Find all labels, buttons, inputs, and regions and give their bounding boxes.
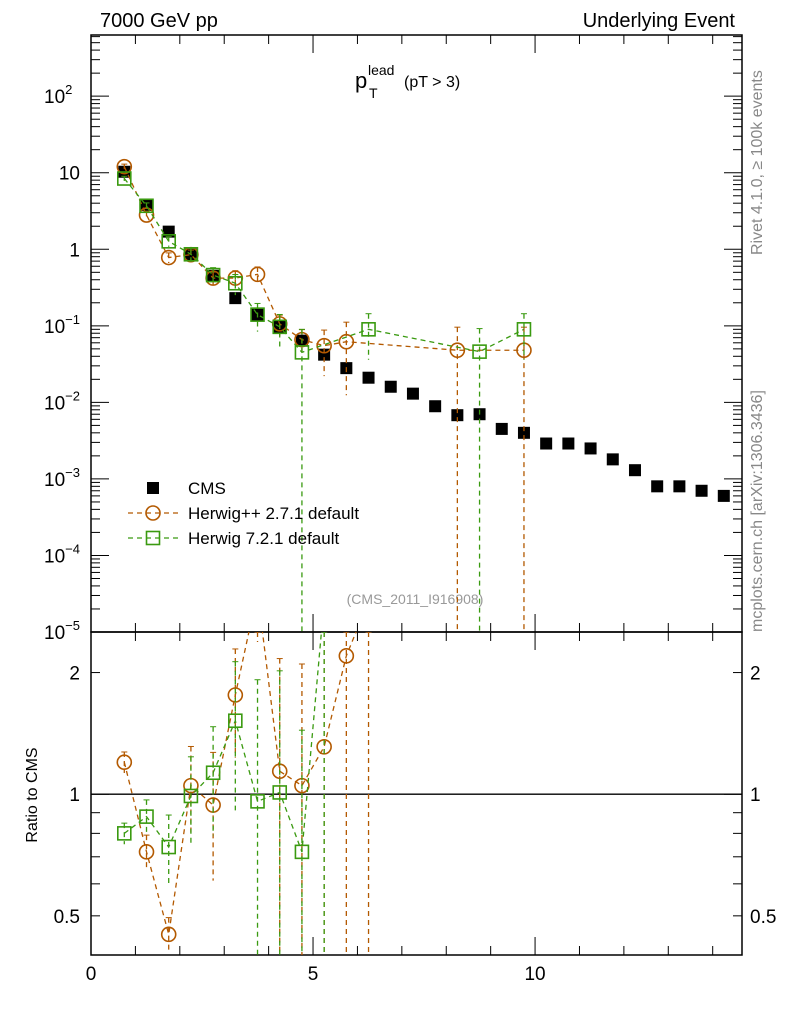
herwig7-point — [294, 345, 310, 360]
herwig7-point — [361, 322, 376, 337]
ratio-panel: 0.5 0.5 1 1 2 2 0 5 10 — [54, 631, 776, 985]
y-tick-label: 10−2 — [44, 388, 80, 414]
y-tick-label: 10−5 — [44, 618, 80, 644]
cms-point — [362, 371, 375, 384]
ratio-ylabel: Ratio to CMS — [24, 747, 41, 842]
herwig7-ratio-point — [272, 785, 288, 800]
mcplots-label: mcplots.cern.ch [arXiv:1306.3436] — [749, 390, 766, 632]
herwig7-series — [117, 171, 532, 632]
herwig7-point — [472, 344, 487, 359]
herwigpp-point — [249, 266, 266, 283]
cms-point — [495, 422, 508, 435]
herwig7-point — [139, 198, 154, 214]
cms-point — [384, 380, 397, 393]
legend-label-herwig7: Herwig 7.2.1 default — [188, 529, 339, 548]
header-right: Underlying Event — [583, 10, 736, 32]
herwig7-ratio-point — [228, 713, 243, 729]
x-tick-label: 5 — [308, 964, 319, 985]
legend-label-cms: CMS — [188, 479, 226, 498]
herwig7-ratio-point — [183, 788, 199, 804]
cms-point — [429, 400, 442, 413]
herwigpp-point — [338, 333, 355, 350]
herwig7-ratio-series — [117, 632, 328, 955]
herwig7-ratio-point — [250, 794, 265, 809]
cms-point — [673, 480, 686, 493]
herwigpp-ratio-line — [123, 632, 357, 935]
legend: CMS Herwig++ 2.7.1 default Herwig 7.2.1 de… — [128, 479, 359, 548]
y-tick-label: 10−1 — [44, 312, 80, 338]
y-tick-label: 10−3 — [44, 465, 80, 491]
title-sub: T — [369, 85, 378, 101]
herwig7-ratio-line — [123, 632, 323, 853]
herwigpp-series — [116, 158, 532, 632]
title-p: p — [355, 68, 367, 93]
y-tick-label: 102 — [44, 82, 72, 108]
cms-point — [406, 387, 419, 400]
ratio-y-tick-label-right: 0.5 — [750, 907, 776, 928]
herwigpp-point — [316, 337, 332, 354]
analysis-tag: (CMS_2011_I916908) — [347, 591, 484, 607]
header-left: 7000 GeV pp — [100, 10, 218, 32]
ratio-y-tick-label: 0.5 — [54, 907, 80, 928]
ratio-y-tick-label: 1 — [69, 785, 80, 806]
herwigpp-point — [138, 207, 155, 223]
legend-marker-herwigpp — [145, 505, 161, 521]
legend-marker-cms — [147, 482, 159, 494]
herwig7-ratio-point — [205, 765, 221, 781]
herwig7-point — [516, 322, 532, 337]
main-panel: 102 10 1 10−1 10−2 10−3 10−4 10−5 — [44, 34, 743, 644]
cms-point — [562, 437, 575, 450]
herwig7-ratio-point — [117, 826, 132, 841]
herwigpp-point — [449, 342, 466, 359]
title-sup: lead — [368, 62, 394, 78]
plot-frame — [90, 631, 743, 956]
y-tick-label: 1 — [69, 240, 80, 261]
herwig7-point — [183, 246, 199, 262]
cms-point — [451, 409, 464, 422]
cms-point — [651, 480, 664, 493]
herwigpp-ratio-point — [116, 754, 133, 771]
ratio-y-tick-label: 2 — [69, 664, 80, 685]
cms-series — [118, 165, 730, 502]
x-tick-label: 10 — [524, 964, 545, 985]
rivet-label: Rivet 4.1.0, ≥ 100k events — [749, 70, 766, 255]
herwig7-point — [272, 319, 288, 335]
herwig7-line — [123, 178, 525, 354]
y-tick-label: 10 — [59, 164, 80, 185]
cms-point — [628, 464, 641, 477]
ratio-y-tick-label-right: 1 — [750, 785, 761, 806]
herwig7-point — [250, 307, 265, 322]
legend-marker-herwig7 — [145, 530, 161, 546]
herwigpp-point — [160, 249, 177, 266]
herwig7-point — [205, 267, 221, 283]
herwig7-point — [161, 234, 177, 249]
herwig7-ratio-point — [161, 839, 177, 855]
title-rest: (pT > 3) — [404, 74, 460, 91]
ratio-y-tick-label-right: 2 — [750, 664, 761, 685]
herwigpp-ratio-point — [138, 844, 155, 860]
x-tick-label: 0 — [86, 964, 97, 985]
y-tick-label: 10−4 — [44, 541, 80, 567]
herwig7-point — [228, 275, 243, 291]
cms-point — [606, 453, 619, 466]
cms-point — [517, 426, 530, 439]
legend-label-herwigpp: Herwig++ 2.7.1 default — [188, 504, 359, 523]
cms-point — [229, 292, 242, 305]
herwigpp-point — [116, 158, 133, 175]
cms-point — [695, 484, 708, 497]
plot-title: p T lead (pT > 3) — [355, 62, 460, 101]
herwig7-point — [117, 171, 132, 186]
herwigpp-ratio-point — [338, 648, 355, 664]
herwig7-ratio-point — [294, 844, 310, 860]
herwigpp-ratio-point — [160, 926, 177, 943]
herwig7-ratio-point — [139, 809, 154, 824]
cms-point — [540, 437, 553, 450]
cms-point — [584, 442, 597, 455]
cms-point — [717, 489, 730, 502]
cms-point — [162, 225, 175, 238]
herwigpp-ratio-series — [116, 632, 372, 955]
